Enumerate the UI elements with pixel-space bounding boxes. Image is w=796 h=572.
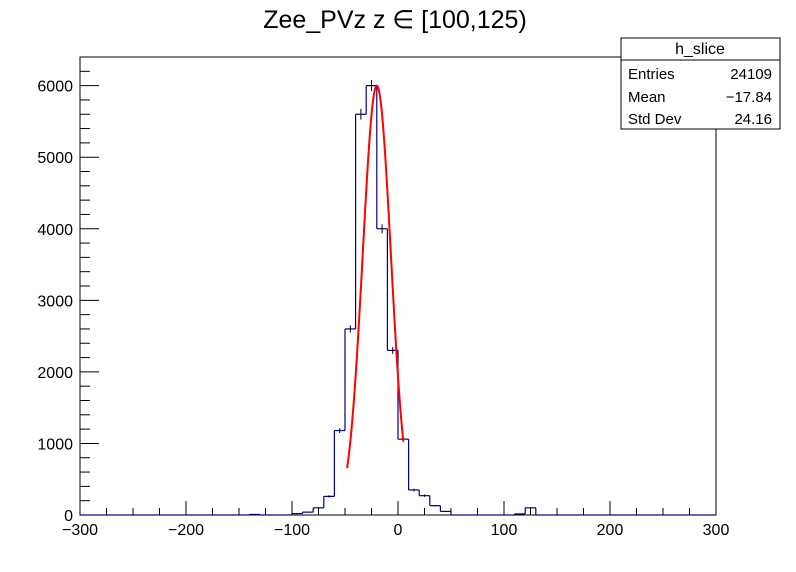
y-tick-label: 2000 xyxy=(37,365,73,382)
y-tick-label: 4000 xyxy=(37,222,73,239)
x-tick-label: 200 xyxy=(597,522,624,539)
stats-mean-label: Mean xyxy=(628,89,666,106)
y-tick-label: 0 xyxy=(64,508,73,525)
y-tick-label: 5000 xyxy=(37,150,73,167)
stats-entries-value: 24109 xyxy=(730,66,772,83)
y-axis: 0 1000 2000 3000 4000 5000 6000 xyxy=(37,70,99,525)
gaussian-fit-curve xyxy=(346,84,405,469)
gaussian-fit-series xyxy=(346,84,405,469)
y-tick-label: 6000 xyxy=(37,79,73,96)
stats-stddev-label: Std Dev xyxy=(628,111,682,128)
x-axis: −300 −200 −100 0 100 200 300 xyxy=(62,501,729,539)
chart-title: Zee_PVz z ∈ [100,125) xyxy=(263,6,527,34)
stats-box-frame xyxy=(620,37,781,130)
histogram-series xyxy=(80,80,716,516)
stats-box-title: h_slice xyxy=(675,41,725,58)
stats-box: h_slice Entries 24109 Mean −17.84 Std De… xyxy=(620,37,781,130)
x-tick-label: −100 xyxy=(274,522,310,539)
x-tick-label: 300 xyxy=(703,522,730,539)
stats-stddev-value: 24.16 xyxy=(734,111,772,128)
y-tick-label: 1000 xyxy=(37,436,73,453)
x-tick-label: −200 xyxy=(168,522,204,539)
stats-mean-value: −17.84 xyxy=(726,89,772,106)
x-tick-label: −300 xyxy=(62,522,98,539)
y-tick-label: 3000 xyxy=(37,293,73,310)
stats-entries-label: Entries xyxy=(628,66,675,83)
x-tick-label: 0 xyxy=(394,522,403,539)
x-tick-label: 100 xyxy=(491,522,518,539)
